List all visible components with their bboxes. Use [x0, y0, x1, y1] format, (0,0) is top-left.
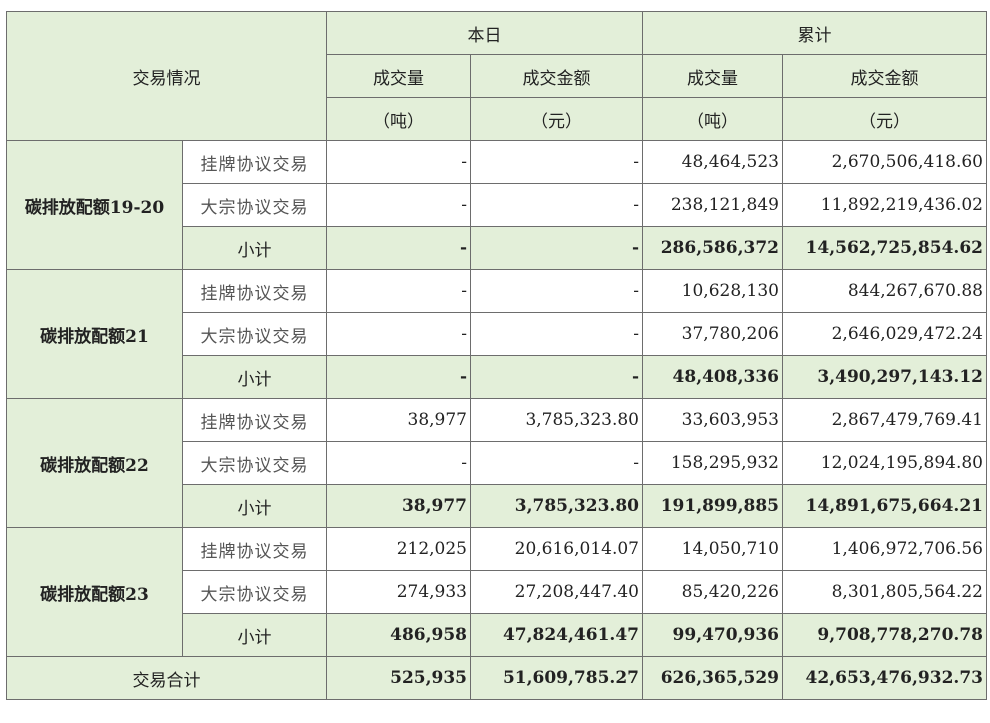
total-today-amount: 51,609,785.27: [470, 656, 643, 700]
header-cum-volume-unit: （吨）: [642, 97, 783, 141]
row-type-bulk: 大宗协议交易: [182, 570, 327, 614]
today-volume: -: [326, 312, 471, 356]
table-row: 碳排放配额19-20 挂牌协议交易 - - 48,464,523 2,670,5…: [6, 140, 987, 270]
header-cumulative: 累计: [642, 11, 987, 55]
today-volume: 38,977: [326, 484, 471, 528]
cum-volume: 99,470,936: [642, 613, 783, 657]
subtotal-row: 小计 - - 286,586,372 14,562,725,854.62: [7, 226, 987, 270]
today-volume: -: [326, 140, 471, 184]
header-cum-amount-unit: （元）: [782, 97, 987, 141]
header-row-1: 交易情况 本日 累计: [6, 11, 987, 141]
table-row: 碳排放配额23 挂牌协议交易 212,025 20,616,014.07 14,…: [6, 527, 987, 657]
group-name: 碳排放配额22: [6, 398, 183, 528]
cum-volume: 191,899,885: [642, 484, 783, 528]
cum-volume: 158,295,932: [642, 441, 783, 485]
cum-volume: 48,408,336: [642, 355, 783, 399]
today-volume: -: [326, 441, 471, 485]
header-cum-amount: 成交金额: [782, 54, 987, 98]
row-type-listing: 挂牌协议交易: [182, 269, 327, 313]
table-row: 大宗协议交易 - - 238,121,849 11,892,219,436.02: [7, 183, 987, 227]
today-volume: -: [326, 269, 471, 313]
subtotal-row: 小计 38,977 3,785,323.80 191,899,885 14,89…: [7, 484, 987, 528]
cum-volume: 85,420,226: [642, 570, 783, 614]
cum-amount: 14,891,675,664.21: [782, 484, 987, 528]
subtotal-row: 小计 - - 48,408,336 3,490,297,143.12: [7, 355, 987, 399]
header-today-volume-unit: （吨）: [326, 97, 471, 141]
today-amount: -: [470, 226, 643, 270]
total-today-volume: 525,935: [326, 656, 471, 700]
today-amount: -: [470, 355, 643, 399]
cum-amount: 8,301,805,564.22: [782, 570, 987, 614]
header-row-3: （吨） （元） （吨） （元）: [7, 97, 987, 141]
today-amount: -: [470, 441, 643, 485]
today-volume: -: [326, 183, 471, 227]
cum-amount: 3,490,297,143.12: [782, 355, 987, 399]
row-type-listing: 挂牌协议交易: [182, 527, 327, 571]
today-amount: 47,824,461.47: [470, 613, 643, 657]
cum-amount: 1,406,972,706.56: [782, 527, 987, 571]
row-type-bulk: 大宗协议交易: [182, 312, 327, 356]
today-volume: 486,958: [326, 613, 471, 657]
cum-volume: 286,586,372: [642, 226, 783, 270]
today-volume: 212,025: [326, 527, 471, 571]
cum-volume: 238,121,849: [642, 183, 783, 227]
cum-amount: 2,646,029,472.24: [782, 312, 987, 356]
header-today-amount-unit: （元）: [470, 97, 643, 141]
today-amount: -: [470, 140, 643, 184]
table-row: 碳排放配额22 挂牌协议交易 38,977 3,785,323.80 33,60…: [6, 398, 987, 528]
table-row: 大宗协议交易 - - 158,295,932 12,024,195,894.80: [7, 441, 987, 485]
table-row: 大宗协议交易 274,933 27,208,447.40 85,420,226 …: [7, 570, 987, 614]
cum-volume: 14,050,710: [642, 527, 783, 571]
today-volume: -: [326, 226, 471, 270]
today-amount: 27,208,447.40: [470, 570, 643, 614]
trading-summary-table: 交易情况 本日 累计 成交量 成交金额 成交量 成交金额 （吨） （元） （吨）…: [6, 11, 987, 700]
today-volume: 274,933: [326, 570, 471, 614]
subtotal-row: 小计 486,958 47,824,461.47 99,470,936 9,70…: [7, 613, 987, 657]
row-type-bulk: 大宗协议交易: [182, 441, 327, 485]
today-amount: -: [470, 183, 643, 227]
cum-amount: 9,708,778,270.78: [782, 613, 987, 657]
group-name: 碳排放配额21: [6, 269, 183, 399]
cum-volume: 37,780,206: [642, 312, 783, 356]
cum-amount: 844,267,670.88: [782, 269, 987, 313]
header-trade-situation: 交易情况: [6, 11, 327, 141]
row-type-listing: 挂牌协议交易: [182, 398, 327, 442]
today-volume: 38,977: [326, 398, 471, 442]
row-type-listing: 挂牌协议交易: [182, 140, 327, 184]
total-cum-amount: 42,653,476,932.73: [782, 656, 987, 700]
cum-amount: 2,670,506,418.60: [782, 140, 987, 184]
header-today: 本日: [326, 11, 643, 55]
cum-volume: 48,464,523: [642, 140, 783, 184]
subtotal-label: 小计: [182, 355, 327, 399]
cum-volume: 33,603,953: [642, 398, 783, 442]
subtotal-label: 小计: [182, 484, 327, 528]
today-amount: 3,785,323.80: [470, 398, 643, 442]
today-amount: -: [470, 269, 643, 313]
group-name: 碳排放配额19-20: [6, 140, 183, 270]
header-today-amount: 成交金额: [470, 54, 643, 98]
today-volume: -: [326, 355, 471, 399]
cum-amount: 11,892,219,436.02: [782, 183, 987, 227]
group-name: 碳排放配额23: [6, 527, 183, 657]
row-type-bulk: 大宗协议交易: [182, 183, 327, 227]
today-amount: -: [470, 312, 643, 356]
cum-amount: 14,562,725,854.62: [782, 226, 987, 270]
cum-volume: 10,628,130: [642, 269, 783, 313]
subtotal-label: 小计: [182, 613, 327, 657]
total-cum-volume: 626,365,529: [642, 656, 783, 700]
today-amount: 3,785,323.80: [470, 484, 643, 528]
cum-amount: 2,867,479,769.41: [782, 398, 987, 442]
cum-amount: 12,024,195,894.80: [782, 441, 987, 485]
today-amount: 20,616,014.07: [470, 527, 643, 571]
total-label: 交易合计: [6, 656, 327, 700]
subtotal-label: 小计: [182, 226, 327, 270]
header-row-2: 成交量 成交金额 成交量 成交金额: [7, 54, 987, 98]
total-row: 交易合计 525,935 51,609,785.27 626,365,529 4…: [6, 656, 987, 700]
header-cum-volume: 成交量: [642, 54, 783, 98]
header-today-volume: 成交量: [326, 54, 471, 98]
table-row: 大宗协议交易 - - 37,780,206 2,646,029,472.24: [7, 312, 987, 356]
table-row: 碳排放配额21 挂牌协议交易 - - 10,628,130 844,267,67…: [6, 269, 987, 399]
